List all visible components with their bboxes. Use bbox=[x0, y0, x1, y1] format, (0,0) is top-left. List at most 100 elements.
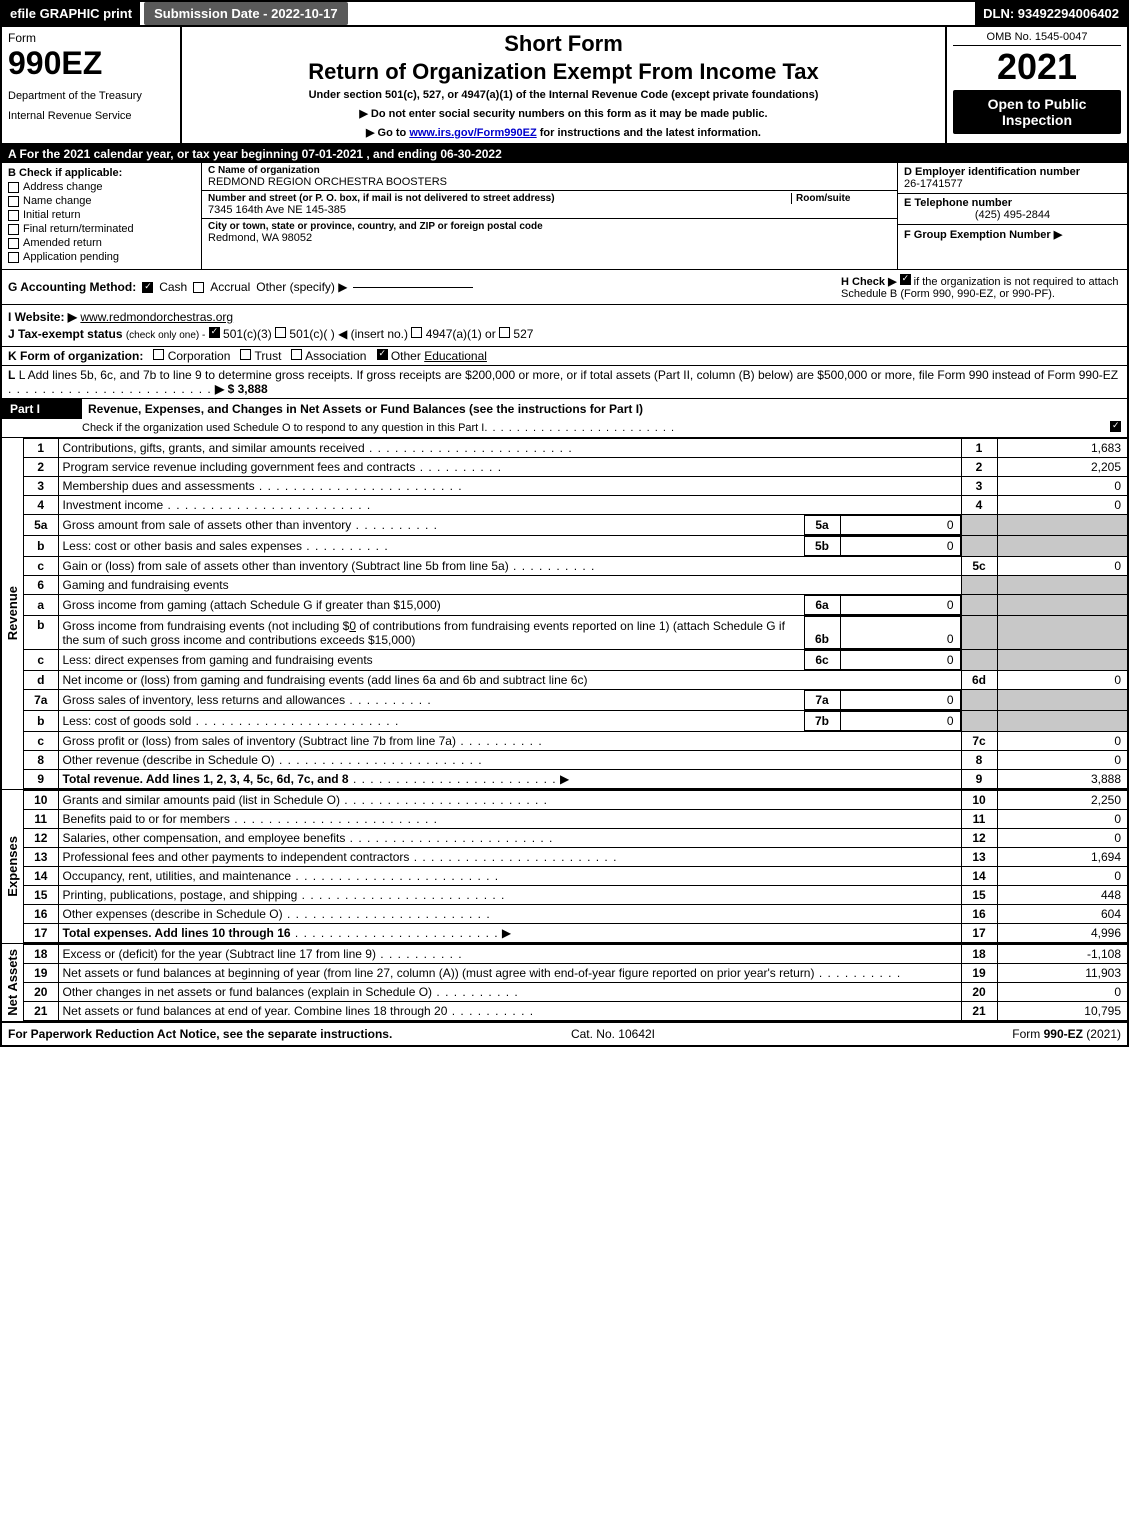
checkbox-trust[interactable] bbox=[240, 349, 251, 360]
table-row: 14Occupancy, rent, utilities, and mainte… bbox=[24, 867, 1127, 886]
revenue-vlabel: Revenue bbox=[2, 438, 24, 789]
checkbox-icon[interactable] bbox=[8, 238, 19, 249]
checkbox-icon[interactable] bbox=[8, 210, 19, 221]
line-val-shade bbox=[997, 690, 1127, 711]
line-val: 10,795 bbox=[997, 1002, 1127, 1021]
checkbox-corp[interactable] bbox=[153, 349, 164, 360]
line-ref-shade bbox=[961, 711, 997, 732]
city: Redmond, WA 98052 bbox=[208, 232, 891, 244]
line-num: 3 bbox=[24, 477, 58, 496]
cash-label: Cash bbox=[159, 280, 187, 294]
line-num: c bbox=[24, 557, 58, 576]
section-b-label: B Check if applicable: bbox=[8, 167, 195, 179]
line-ref: 17 bbox=[961, 924, 997, 943]
checkbox-h[interactable] bbox=[900, 274, 911, 285]
line-val: 604 bbox=[997, 905, 1127, 924]
line-ref: 1 bbox=[961, 439, 997, 458]
line-num: 9 bbox=[24, 770, 58, 789]
inline-val: 0 bbox=[840, 537, 960, 556]
chk-amended: Amended return bbox=[8, 237, 195, 249]
inline-num: 7a bbox=[804, 691, 840, 710]
header-right: OMB No. 1545-0047 2021 Open to Public In… bbox=[947, 27, 1127, 143]
line-num: 19 bbox=[24, 964, 58, 983]
city-row: City or town, state or province, country… bbox=[202, 219, 897, 246]
line-ref: 4 bbox=[961, 496, 997, 515]
checkbox-501c3[interactable] bbox=[209, 327, 220, 338]
line-desc: Investment income bbox=[58, 496, 961, 515]
topbar: efile GRAPHIC print Submission Date - 20… bbox=[2, 2, 1127, 27]
table-row: 3Membership dues and assessments30 bbox=[24, 477, 1127, 496]
part1-label: Part I bbox=[2, 399, 82, 419]
header-left: Form 990EZ Department of the Treasury In… bbox=[2, 27, 182, 143]
checkbox-cash[interactable] bbox=[142, 282, 153, 293]
dln: DLN: 93492294006402 bbox=[975, 2, 1127, 25]
checkbox-icon[interactable] bbox=[8, 196, 19, 207]
short-form-title: Short Form bbox=[190, 31, 937, 57]
line-num: 12 bbox=[24, 829, 58, 848]
checkbox-other[interactable] bbox=[377, 349, 388, 360]
line-desc: Contributions, gifts, grants, and simila… bbox=[58, 439, 961, 458]
checkbox-schedule-o[interactable] bbox=[1110, 421, 1121, 432]
omb: OMB No. 1545-0047 bbox=[953, 31, 1121, 46]
header-mid: Short Form Return of Organization Exempt… bbox=[182, 27, 947, 143]
table-row: cGross profit or (loss) from sales of in… bbox=[24, 732, 1127, 751]
checkbox-icon[interactable] bbox=[8, 252, 19, 263]
form-number: 990EZ bbox=[8, 45, 174, 82]
line-num: a bbox=[24, 595, 58, 616]
website[interactable]: www.redmondorchestras.org bbox=[80, 310, 233, 324]
section-k: K Form of organization: Corporation Trus… bbox=[2, 347, 1127, 366]
ein-row: D Employer identification number 26-1741… bbox=[898, 163, 1127, 194]
table-row: 17Total expenses. Add lines 10 through 1… bbox=[24, 924, 1127, 943]
instr2-link[interactable]: www.irs.gov/Form990EZ bbox=[409, 127, 536, 139]
other-input[interactable] bbox=[353, 287, 473, 288]
line-desc: Program service revenue including govern… bbox=[58, 458, 961, 477]
chk-final-return: Final return/terminated bbox=[8, 223, 195, 235]
info-grid: B Check if applicable: Address change Na… bbox=[2, 163, 1127, 270]
line-ref: 10 bbox=[961, 791, 997, 810]
line-desc: Excess or (deficit) for the year (Subtra… bbox=[58, 945, 961, 964]
section-c: C Name of organization REDMOND REGION OR… bbox=[202, 163, 897, 269]
chk-name-change: Name change bbox=[8, 195, 195, 207]
inline-num: 6a bbox=[804, 596, 840, 615]
instr1: ▶ Do not enter social security numbers o… bbox=[190, 107, 937, 120]
line-num: b bbox=[24, 536, 58, 557]
line-val: 0 bbox=[997, 732, 1127, 751]
line-val: 0 bbox=[997, 810, 1127, 829]
table-row: 8Other revenue (describe in Schedule O)8… bbox=[24, 751, 1127, 770]
line-ref-shade bbox=[961, 595, 997, 616]
submission-date: Submission Date - 2022-10-17 bbox=[144, 2, 348, 25]
line-desc-wrap: Gross income from fundraising events (no… bbox=[58, 616, 961, 650]
footer: For Paperwork Reduction Act Notice, see … bbox=[2, 1021, 1127, 1045]
i-label: I Website: ▶ bbox=[8, 310, 77, 324]
checkbox-accrual[interactable] bbox=[193, 282, 204, 293]
checkbox-assoc[interactable] bbox=[291, 349, 302, 360]
inline-num: 5b bbox=[804, 537, 840, 556]
chk-label: Initial return bbox=[23, 209, 80, 221]
j-sub: (check only one) - bbox=[126, 330, 205, 341]
group-label: F Group Exemption Number ▶ bbox=[904, 228, 1121, 241]
line-val: 0 bbox=[997, 829, 1127, 848]
line-desc: Printing, publications, postage, and shi… bbox=[58, 886, 961, 905]
checkbox-527[interactable] bbox=[499, 327, 510, 338]
checkbox-icon[interactable] bbox=[8, 224, 19, 235]
opt-501c: 501(c)( ) bbox=[289, 327, 334, 341]
ein: 26-1741577 bbox=[904, 178, 1121, 190]
checkbox-icon[interactable] bbox=[8, 182, 19, 193]
inline-val: 0 bbox=[840, 651, 960, 670]
inline-val: 0 bbox=[840, 691, 960, 710]
netassets-section: Net Assets 18Excess or (deficit) for the… bbox=[2, 943, 1127, 1021]
checkbox-4947[interactable] bbox=[411, 327, 422, 338]
form-word: Form bbox=[8, 31, 174, 45]
header: Form 990EZ Department of the Treasury In… bbox=[2, 27, 1127, 145]
dots bbox=[8, 382, 212, 396]
line-val: 11,903 bbox=[997, 964, 1127, 983]
tax-year: 2021 bbox=[953, 46, 1121, 88]
line-ref: 18 bbox=[961, 945, 997, 964]
l-amount: ▶ $ 3,888 bbox=[215, 382, 268, 396]
k-label: K Form of organization: bbox=[8, 349, 143, 363]
checkbox-501c[interactable] bbox=[275, 327, 286, 338]
inline-val: 0 bbox=[840, 712, 960, 731]
line-ref: 20 bbox=[961, 983, 997, 1002]
org-name-label: C Name of organization bbox=[208, 165, 891, 176]
chk-label: Name change bbox=[23, 195, 92, 207]
